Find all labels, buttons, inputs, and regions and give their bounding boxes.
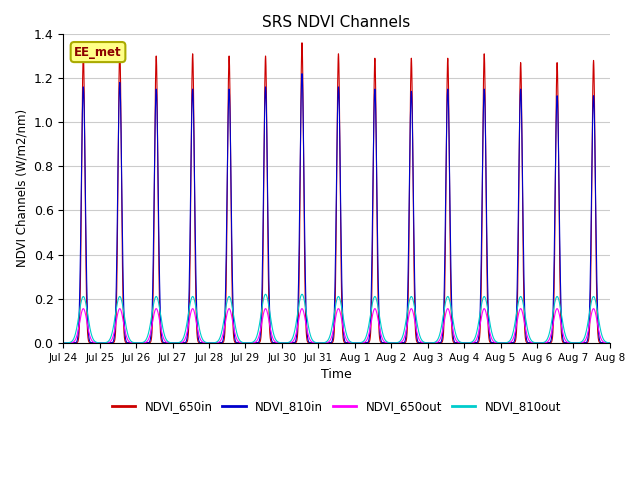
Title: SRS NDVI Channels: SRS NDVI Channels [262, 15, 411, 30]
X-axis label: Time: Time [321, 368, 352, 381]
Y-axis label: NDVI Channels (W/m2/nm): NDVI Channels (W/m2/nm) [15, 109, 28, 267]
Legend: NDVI_650in, NDVI_810in, NDVI_650out, NDVI_810out: NDVI_650in, NDVI_810in, NDVI_650out, NDV… [107, 395, 566, 418]
Text: EE_met: EE_met [74, 46, 122, 59]
